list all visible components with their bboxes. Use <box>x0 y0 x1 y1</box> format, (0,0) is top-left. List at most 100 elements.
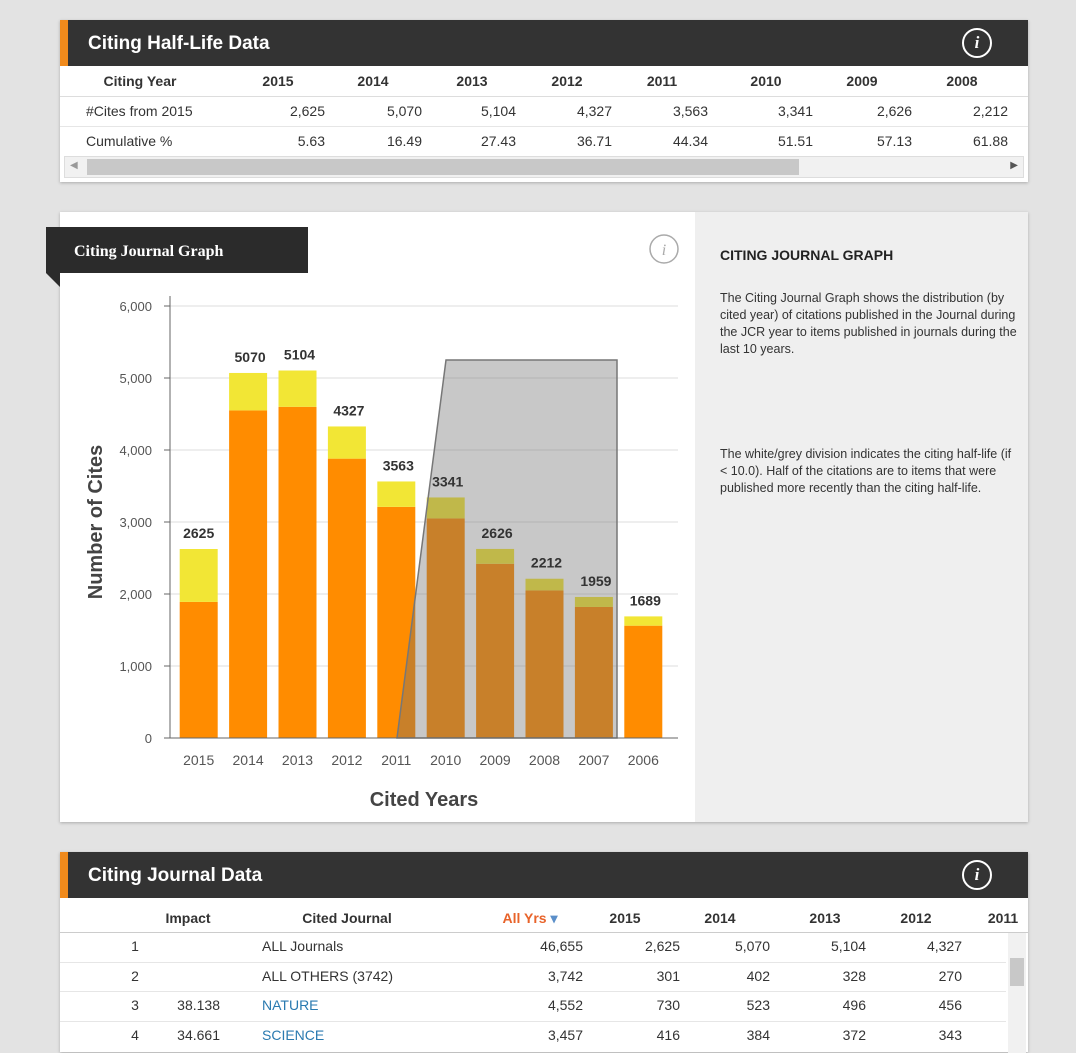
column-header: 2013 <box>456 73 488 89</box>
row-divider <box>60 126 1028 127</box>
bar-segment <box>327 458 366 738</box>
column-header[interactable]: All Yrs ▾ <box>502 910 558 926</box>
table-cell: 523 <box>746 997 770 1013</box>
column-header: Impact <box>165 910 211 926</box>
column-header: 2015 <box>262 73 294 89</box>
scroll-right[interactable]: ▶ <box>1010 160 1018 171</box>
table-cell: 5,070 <box>734 938 770 954</box>
y-tick-label: 5,000 <box>119 371 152 386</box>
scroll-thumb[interactable] <box>87 159 799 175</box>
table-cell: 328 <box>842 967 866 984</box>
info-icon[interactable]: i <box>962 28 992 58</box>
table-cell: 2,212 <box>972 103 1008 119</box>
y-axis-label: Number of Cites <box>85 445 107 599</box>
info-icon[interactable]: i <box>962 860 992 890</box>
table-cell: 5,104 <box>480 103 516 119</box>
data-label: 1959 <box>580 573 611 589</box>
bar-segment <box>476 563 515 738</box>
bar-segment <box>179 601 218 738</box>
scroll-left[interactable]: ◀ <box>70 160 78 171</box>
chart-title: Citing Journal Graph <box>74 243 223 260</box>
table-cell: 301 <box>656 967 680 984</box>
bar-segment <box>377 506 416 738</box>
journal-name[interactable]: NATURE <box>262 997 319 1013</box>
data-label: 4327 <box>333 402 364 418</box>
row-divider <box>60 991 1006 992</box>
bar-segment <box>278 406 317 738</box>
scrollbar[interactable]: ◀ ▶ <box>64 156 1024 178</box>
table-cell: 16.49 <box>386 133 422 149</box>
scrollbar[interactable] <box>1008 933 1026 1053</box>
x-tick-label: 2008 <box>529 752 560 768</box>
table-cell: 61.88 <box>972 133 1008 149</box>
row-divider <box>60 961 1006 963</box>
table-cell: 46,655 <box>540 938 583 954</box>
data-label: 3341 <box>432 473 463 489</box>
column-header: 2012 <box>551 73 583 89</box>
journal-name: ALL OTHERS (3742) <box>262 967 393 984</box>
impact: 38.138 <box>177 997 220 1013</box>
header-row <box>60 898 1028 933</box>
x-tick-label: 2006 <box>628 752 659 768</box>
half-life-panel: Citing Half-Life Data i ◀ ▶ Citing Year 2… <box>60 20 1028 182</box>
table-cell: 27.43 <box>480 133 516 149</box>
table-cell: 3,341 <box>777 103 813 119</box>
row-label: #Cites from 2015 <box>86 103 193 119</box>
data-label: 3563 <box>383 457 414 473</box>
panel-title: Citing Half-Life Data <box>88 33 270 54</box>
x-tick-label: 2015 <box>183 752 214 768</box>
data-label: 2212 <box>531 555 562 571</box>
x-tick-label: 2007 <box>578 752 609 768</box>
table-cell: 496 <box>842 997 866 1013</box>
panel-header: Citing Half-Life Data i <box>60 20 1028 66</box>
scroll-thumb[interactable] <box>1010 958 1024 986</box>
data-label: 1689 <box>630 592 661 608</box>
column-header: 2013 <box>809 910 841 926</box>
bar-segment <box>426 518 465 738</box>
table-cell: 2,626 <box>876 103 912 119</box>
side-panel: CITING JOURNAL GRAPH The Citing Journal … <box>695 212 1028 822</box>
header-row <box>60 66 1028 97</box>
y-tick-label: 1,000 <box>119 659 152 674</box>
x-tick-label: 2011 <box>381 752 411 768</box>
bar-segment <box>624 625 663 738</box>
y-tick-label: 6,000 <box>119 299 152 314</box>
row-label: Cumulative % <box>86 133 173 149</box>
table-cell: 51.51 <box>777 133 813 149</box>
bar-segment <box>229 410 268 738</box>
table-cell: 4,552 <box>547 997 583 1013</box>
rank: 1 <box>131 938 139 954</box>
table-cell: 456 <box>938 997 962 1013</box>
bar-segment <box>426 497 465 519</box>
table-cell: 44.34 <box>672 133 708 149</box>
info-icon[interactable] <box>649 234 679 264</box>
column-header: 2010 <box>750 73 782 89</box>
x-tick-label: 2010 <box>430 752 461 768</box>
journal-panel: Citing Journal Data i Impact Cited Journa… <box>60 852 1028 1053</box>
table-cell: 36.71 <box>576 133 612 149</box>
table-cell: 730 <box>656 997 680 1013</box>
column-header: 2015 <box>609 910 641 926</box>
table-cell: 402 <box>746 967 770 984</box>
x-tick-label: 2009 <box>480 752 511 768</box>
y-tick-label: 3,000 <box>119 515 152 530</box>
y-tick-label: 0 <box>145 731 152 746</box>
chart-panel: CITING JOURNAL GRAPH The Citing Journal … <box>60 212 1028 822</box>
bar-segment <box>377 481 416 507</box>
bar-segment <box>278 370 317 407</box>
rank: 3 <box>131 997 139 1013</box>
y-tick-label: 2,000 <box>119 587 152 602</box>
sort-arrow[interactable]: ▾ <box>546 910 558 926</box>
title-tab <box>46 227 308 287</box>
accent <box>60 20 68 66</box>
data-label: 2626 <box>482 525 513 541</box>
column-header: 2011 <box>987 910 1019 926</box>
column-header: 2011 <box>646 73 678 89</box>
table-cell: 5,070 <box>386 103 422 119</box>
table-cell: 57.13 <box>876 133 912 149</box>
accent <box>60 852 68 898</box>
column-header: Cited Journal <box>302 910 392 926</box>
side-heading: CITING JOURNAL GRAPH <box>720 247 894 263</box>
x-tick-label: 2012 <box>331 752 362 768</box>
bar-segment <box>624 616 663 626</box>
